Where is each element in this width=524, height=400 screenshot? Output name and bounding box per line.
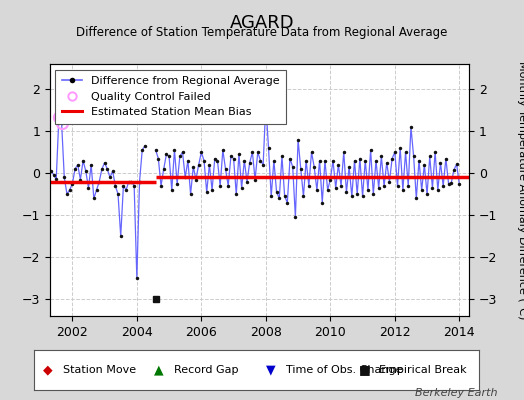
Text: Time of Obs. Change: Time of Obs. Change	[286, 365, 402, 375]
Text: AGARD: AGARD	[230, 14, 294, 32]
Y-axis label: Monthly Temperature Anomaly Difference (°C): Monthly Temperature Anomaly Difference (…	[517, 61, 524, 319]
Text: Empirical Break: Empirical Break	[379, 365, 467, 375]
Text: ▲: ▲	[155, 364, 164, 376]
Text: ▼: ▼	[266, 364, 275, 376]
Text: ■: ■	[359, 364, 371, 376]
Text: ◆: ◆	[43, 364, 52, 376]
Text: Record Gap: Record Gap	[174, 365, 239, 375]
Text: Difference of Station Temperature Data from Regional Average: Difference of Station Temperature Data f…	[77, 26, 447, 39]
Text: Station Move: Station Move	[63, 365, 136, 375]
Text: Berkeley Earth: Berkeley Earth	[416, 388, 498, 398]
Legend: Difference from Regional Average, Quality Control Failed, Estimated Station Mean: Difference from Regional Average, Qualit…	[56, 70, 286, 124]
